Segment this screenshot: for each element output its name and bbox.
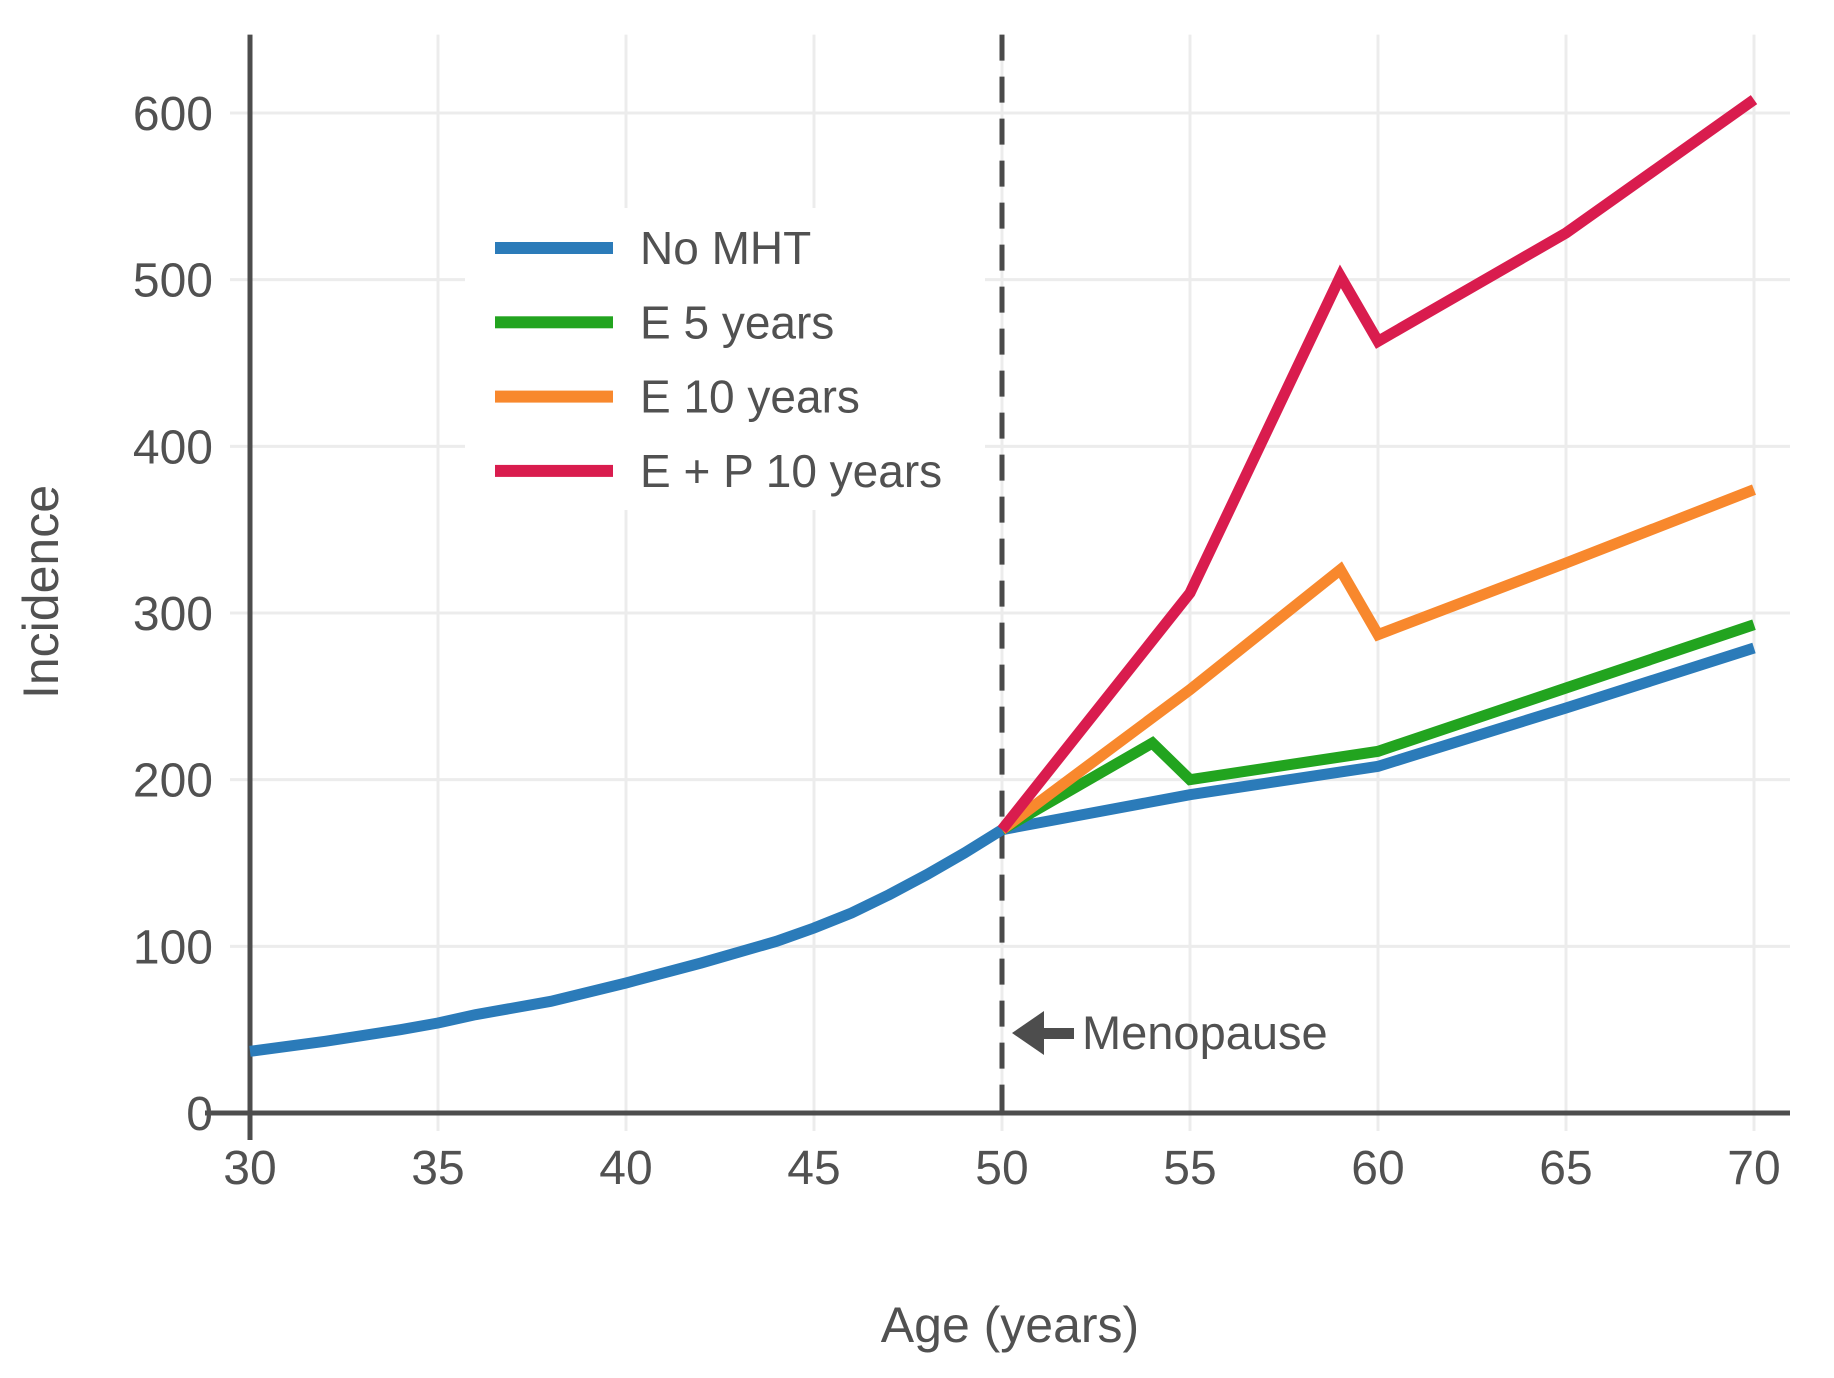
y-tick-label: 0	[186, 1088, 213, 1141]
menopause-arrow-shaft	[1042, 1028, 1074, 1039]
x-tick-label: 35	[411, 1142, 464, 1195]
legend-label-e-10-years: E 10 years	[640, 371, 860, 423]
legend-background	[465, 208, 985, 510]
legend-label-e-5-years: E 5 years	[640, 296, 834, 348]
legend-label-e-p-10-years: E + P 10 years	[640, 445, 942, 497]
y-tick-label: 300	[133, 588, 213, 641]
x-tick-label: 60	[1351, 1142, 1404, 1195]
menopause-label: Menopause	[1082, 1006, 1328, 1059]
y-tick-label: 200	[133, 755, 213, 808]
y-tick-label: 500	[133, 255, 213, 308]
series-line-e-p-10-years	[997, 95, 1758, 834]
x-tick-label: 45	[787, 1142, 840, 1195]
x-tick-label: 40	[599, 1142, 652, 1195]
y-tick-label: 600	[133, 88, 213, 141]
legend: No MHT E 5 years E 10 years E + P 10 years	[495, 222, 942, 497]
series-line-e-10-years	[998, 484, 1756, 835]
x-axis-title: Age (years)	[881, 1297, 1139, 1353]
series-line-no-mht	[249, 642, 1756, 1057]
y-tick-label: 100	[133, 921, 213, 974]
x-tick-label: 55	[1163, 1142, 1216, 1195]
x-tick-label: 70	[1727, 1142, 1780, 1195]
legend-label-no-mht: No MHT	[640, 222, 811, 274]
y-tick-label: 400	[133, 421, 213, 474]
x-tick-label: 50	[975, 1142, 1028, 1195]
y-axis-title: Incidence	[13, 485, 69, 699]
legend-swatch-no-mht	[495, 242, 613, 254]
legend-swatch-e-p-10-years	[495, 464, 613, 477]
x-tick-label: 30	[223, 1142, 276, 1195]
x-tick-label: 65	[1539, 1142, 1592, 1195]
series-line-e-5-years	[999, 619, 1756, 835]
legend-swatch-e-10-years	[495, 390, 613, 403]
legend-swatch-e-5-years	[495, 316, 613, 329]
menopause-arrow-icon	[1012, 1011, 1044, 1055]
